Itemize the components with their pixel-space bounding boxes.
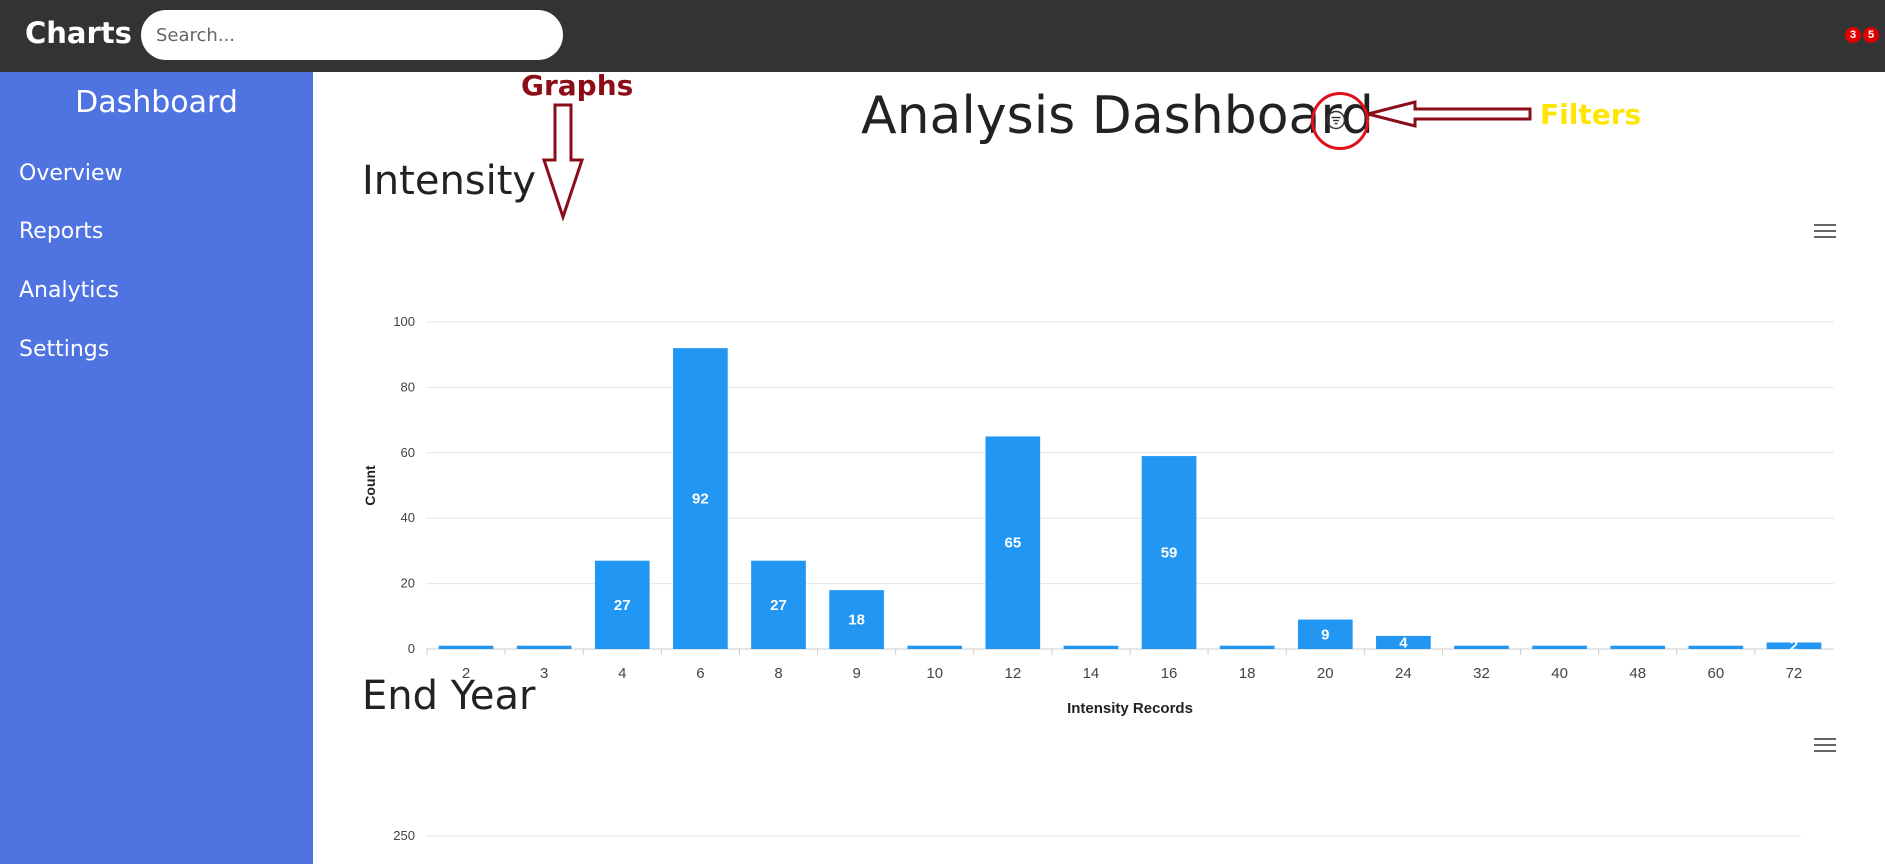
x-tick-label: 3 [540,665,548,682]
search-input[interactable] [141,10,563,60]
sidebar-item-overview[interactable]: Overview [19,161,123,186]
sidebar-item-settings[interactable]: Settings [19,337,110,362]
bar[interactable] [1063,645,1119,649]
hamburger-menu-icon[interactable] [1814,224,1836,240]
x-tick-label: 72 [1786,665,1803,682]
annotation-graphs-label: Graphs [521,69,634,102]
end-year-bar-chart: 250200 [393,828,1801,843]
y-tick-label: 100 [393,314,415,329]
bar[interactable] [1141,456,1197,649]
bar[interactable] [1766,642,1822,649]
data-label: 18 [848,612,865,629]
x-tick-label: 18 [1239,665,1256,682]
x-tick-label: 60 [1707,665,1724,682]
y-tick-label: 80 [401,379,415,394]
sidebar-title: Dashboard [75,85,238,120]
y-axis-label: Count [362,465,378,506]
x-tick-label: 6 [696,665,704,682]
x-tick-label: 24 [1395,665,1412,682]
annotation-filters-label: Filters [1540,98,1642,131]
sidebar-item-reports[interactable]: Reports [19,219,104,244]
data-label: 2 [1790,638,1798,655]
bar[interactable] [673,348,728,649]
page-title: Analysis Dashboard [861,86,1374,146]
main-content: Analysis Dashboard Intensity 0 20 40 60 80 10… [313,72,1885,864]
sidebar-item-analytics[interactable]: Analytics [19,278,119,303]
y-tick-label: 0 [408,641,415,656]
notification-badge[interactable]: 5 [1863,27,1879,43]
data-label: 65 [1004,535,1021,552]
y-tick-label: 40 [401,510,415,525]
x-tick-label: 14 [1083,665,1100,682]
x-tick-label: 20 [1317,665,1334,682]
bar[interactable] [1688,645,1744,649]
data-label: 27 [614,597,631,614]
notification-badge[interactable]: 3 [1845,27,1861,43]
section-title-intensity: Intensity [362,158,537,204]
bar[interactable] [1532,645,1587,649]
filter-icon[interactable] [1326,110,1346,130]
bar[interactable] [516,645,572,649]
bar[interactable] [1610,645,1666,649]
x-axis-label: Intensity Records [1067,700,1193,717]
hamburger-menu-icon[interactable] [1814,738,1836,754]
annotation-down-arrow-icon [541,103,585,222]
top-navbar: Charts 3 5 [0,0,1885,72]
x-tick-label: 32 [1473,665,1490,682]
data-label: 59 [1161,545,1178,562]
bar[interactable] [1376,635,1431,649]
bar[interactable] [438,645,494,649]
bar[interactable] [1297,619,1353,649]
sidebar: Dashboard Overview Reports Analytics Set… [0,72,313,864]
x-tick-label: 16 [1161,665,1178,682]
x-tick-label: 2 [462,665,470,682]
data-label: 92 [692,491,709,508]
filter-highlight-circle [1311,92,1369,150]
bar[interactable] [594,560,650,649]
x-tick-label: 40 [1551,665,1568,682]
data-label: 4 [1399,634,1408,651]
x-tick-label: 12 [1004,665,1021,682]
bar[interactable] [829,590,884,649]
x-tick-label: 9 [852,665,860,682]
data-label: 9 [1321,626,1329,643]
bar[interactable] [1454,645,1509,649]
annotation-left-arrow-icon [1367,100,1532,128]
bar[interactable] [751,560,806,649]
y-tick-label: 20 [401,576,415,591]
y-tick-label: 60 [401,445,415,460]
y-tick-label: 250 [393,828,415,843]
bar[interactable] [907,645,963,649]
brand-logo[interactable]: Charts [25,16,132,50]
notification-badges: 3 5 [1845,27,1879,43]
section-title-end-year: End Year [362,673,536,719]
x-tick-label: 48 [1629,665,1646,682]
x-tick-label: 4 [618,665,626,682]
x-tick-label: 10 [926,665,943,682]
bar[interactable] [985,436,1041,649]
bar[interactable] [1219,645,1275,649]
data-label: 27 [770,597,787,614]
x-tick-label: 8 [774,665,782,682]
